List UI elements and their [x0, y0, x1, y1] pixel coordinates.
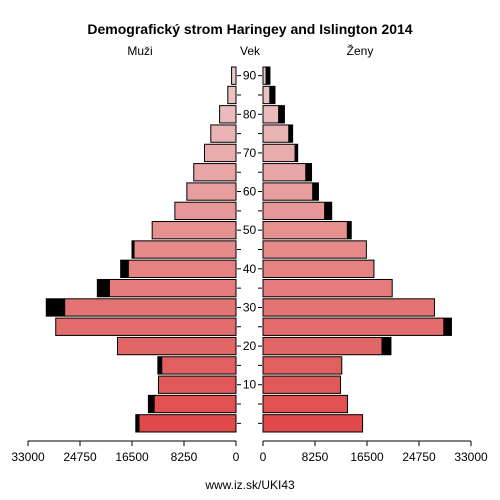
female-excess-60-64 — [312, 182, 319, 201]
female-label: Ženy — [347, 43, 374, 58]
female-excess-25-29 — [443, 318, 452, 336]
x-tick-label: 33000 — [454, 450, 488, 464]
female-excess-50-54 — [346, 221, 352, 239]
female-bar-5-9 — [262, 394, 348, 414]
male-bar-90+ — [231, 66, 237, 85]
female-bar-30-34 — [262, 298, 435, 317]
age-axis: 10 20 30 40 50 60 70 80 90 — [237, 69, 262, 424]
female-bar-65-69 — [262, 163, 313, 182]
age-tick-label: 40 — [243, 262, 257, 276]
male-bar-45-49 — [131, 240, 237, 259]
male-bar-15-19 — [157, 356, 237, 375]
female-excess-85-89 — [269, 86, 275, 104]
male-bar-20-24 — [117, 336, 237, 356]
female-bar-75-79 — [262, 124, 294, 143]
age-tick-label: 90 — [243, 69, 257, 83]
x-tick-label: 16500 — [115, 450, 149, 464]
male-bar-65-69 — [193, 163, 237, 182]
male-bar-55-59 — [174, 201, 237, 221]
male-bar-30-34 — [45, 298, 237, 317]
male-excess-5-9 — [148, 395, 155, 413]
female-bar-60-64 — [262, 182, 319, 201]
male-bar-5-9 — [147, 394, 237, 414]
age-tick-label: 60 — [243, 185, 257, 199]
x-tick-label: 16500 — [350, 450, 384, 464]
female-bar-25-29 — [262, 317, 452, 336]
age-tick-label: 20 — [243, 339, 257, 353]
age-tick-label: 30 — [243, 300, 257, 314]
male-excess-45-49 — [132, 240, 135, 259]
x-tick-label: 33000 — [11, 450, 45, 464]
age-axis-label: Vek — [240, 44, 261, 58]
male-bar-0-4 — [135, 414, 237, 433]
female-excess-90+ — [265, 67, 270, 85]
age-tick-label: 10 — [243, 378, 257, 392]
x-tick-label: 0 — [260, 450, 267, 464]
x-tick-label: 0 — [233, 450, 240, 464]
female-excess-75-79 — [288, 124, 293, 143]
female-bar-70-74 — [262, 143, 299, 163]
male-excess-40-44 — [120, 260, 129, 278]
bars-group — [45, 66, 452, 433]
female-bar-50-54 — [262, 221, 352, 240]
male-bar-10-14 — [157, 375, 237, 394]
female-bar-20-24 — [262, 336, 392, 356]
female-bar-45-49 — [262, 240, 367, 259]
female-bar-10-14 — [262, 375, 342, 394]
female-excess-55-59 — [324, 202, 332, 220]
male-bar-25-29 — [55, 317, 237, 336]
female-excess-20-24 — [381, 337, 391, 355]
male-bar-80-84 — [219, 105, 237, 124]
male-bar-70-74 — [203, 143, 237, 163]
chart-title: Demografický strom Haringey and Islingto… — [87, 21, 412, 37]
male-excess-15-19 — [157, 356, 163, 375]
male-excess-0-4 — [135, 414, 140, 432]
age-tick-label: 70 — [243, 146, 257, 160]
male-bar-75-79 — [210, 124, 237, 143]
female-bar-35-39 — [262, 278, 393, 298]
male-bar-85-89 — [227, 85, 237, 105]
female-bar-0-4 — [262, 414, 364, 433]
male-excess-35-39 — [97, 279, 110, 297]
age-tick-label: 50 — [243, 223, 257, 237]
x-tick-label: 24750 — [63, 450, 97, 464]
male-bar-35-39 — [96, 278, 237, 298]
female-excess-65-69 — [305, 163, 312, 181]
male-label: Muži — [127, 44, 152, 58]
x-tick-label: 8250 — [171, 450, 198, 464]
female-excess-80-84 — [278, 105, 285, 123]
male-bar-60-64 — [186, 182, 237, 201]
male-bar-40-44 — [120, 259, 237, 278]
female-bar-15-19 — [262, 356, 343, 375]
male-excess-30-34 — [46, 298, 66, 317]
x-tick-label: 8250 — [302, 450, 329, 464]
age-tick-label: 80 — [243, 107, 257, 121]
female-bar-40-44 — [262, 259, 375, 278]
female-bar-55-59 — [262, 201, 333, 221]
male-bar-50-54 — [151, 221, 237, 240]
x-tick-label: 24750 — [402, 450, 436, 464]
female-excess-70-74 — [294, 144, 298, 162]
footer-url[interactable]: www.iz.sk/UKI43 — [204, 478, 295, 492]
x-axis: 33000 24750 16500 8250 0 8250 16500 24750 33000 0 — [11, 440, 488, 464]
